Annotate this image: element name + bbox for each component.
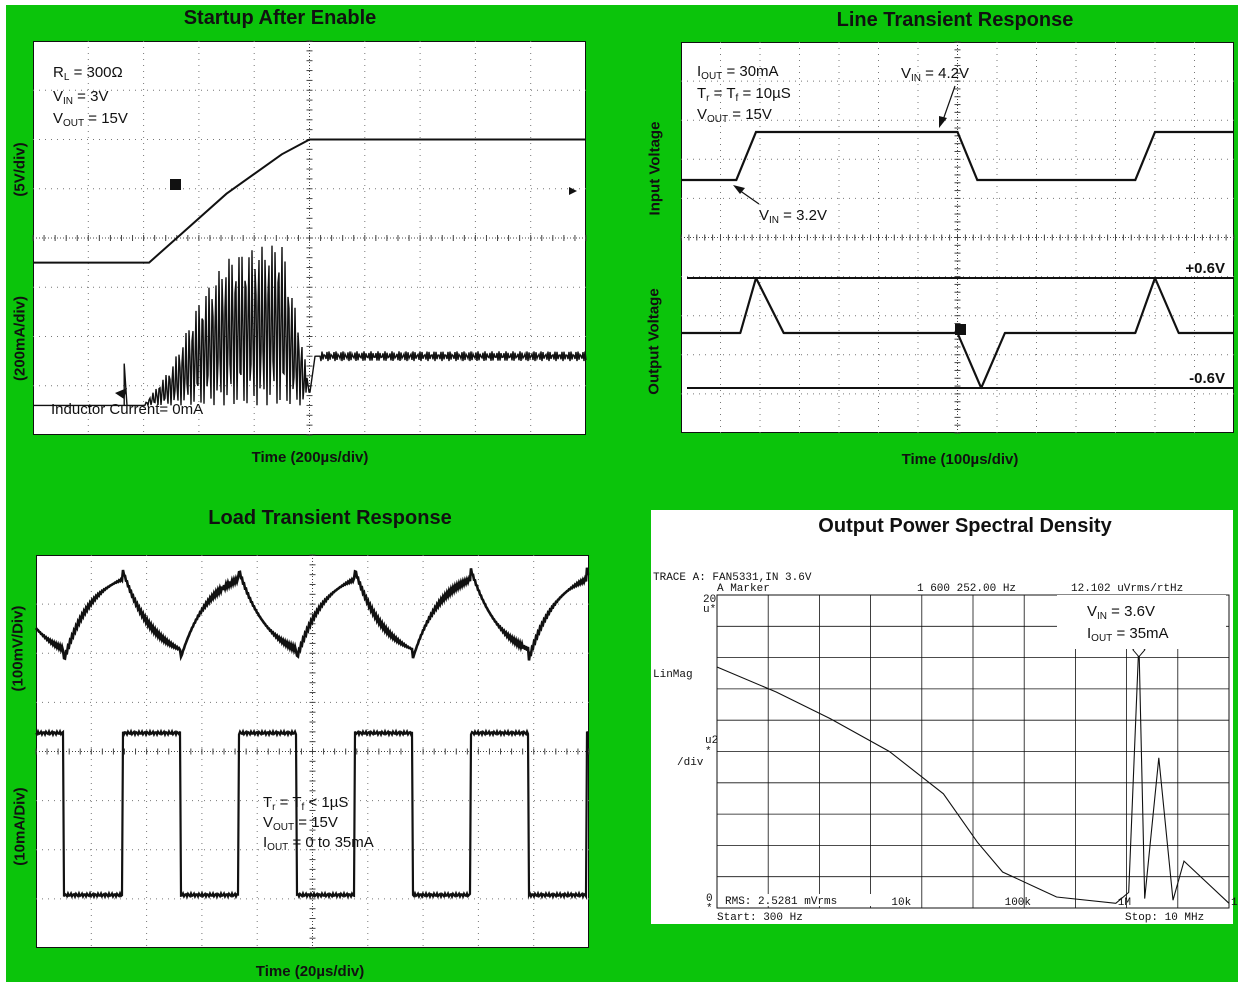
- line-transient-grid: [680, 41, 1235, 434]
- startup-xlabel: Time (200µs/div): [251, 449, 369, 466]
- psd-tick-label: 1M: [1118, 897, 1131, 909]
- startup-vout-trace: [33, 138, 586, 264]
- psd-marker-frequency: 1 600 252.00 Hz: [917, 583, 1016, 595]
- startup-vin-annotation: VIN = 3V: [53, 88, 108, 107]
- load-transient-scope: Tr = Tf < 1µS VOUT = 15V IOUT = 0 to 35m…: [34, 554, 590, 949]
- psd-plot: Output Power Spectral Density TRACE A: F…: [653, 515, 1238, 924]
- load-transient-plot: Tr = Tf < 1µS VOUT = 15V IOUT = 0 to 35m…: [34, 554, 590, 949]
- psd-legend-bg: [1057, 595, 1226, 649]
- psd-tick-label: 100k: [1005, 897, 1032, 909]
- line-transient-scope: IOUT = 30mA Tr = Tf = 10µS VOUT = 15V VI…: [680, 41, 1235, 434]
- load-vout-trace: [34, 567, 590, 662]
- psd-ytop-unit: u*: [703, 604, 716, 616]
- line-vin-high-annotation: VIN = 4.2V: [901, 65, 969, 84]
- psd-scale-value: u2: [705, 735, 718, 747]
- psd-tick-labels: 10k 100k 1M 10M: [891, 897, 1238, 909]
- psd-trace-label: TRACE A: FAN5331,IN 3.6V: [653, 572, 812, 584]
- load-transient-title: Load Transient Response: [208, 507, 452, 529]
- line-vout-annotation: VOUT = 15V: [697, 106, 772, 125]
- psd-linmag-label: LinMag: [653, 669, 693, 681]
- psd-rms-bg: [721, 894, 885, 906]
- minus-0.6V-label: -0.6V: [1189, 370, 1225, 387]
- startup-inductor-arrow: [115, 388, 127, 399]
- psd-panel: Output Power Spectral Density TRACE A: F…: [651, 510, 1238, 924]
- startup-current-spike: [123, 363, 128, 406]
- plus-0.6V-label: +0.6V: [1185, 260, 1225, 277]
- load-vout-annotation: VOUT = 15V: [263, 814, 338, 833]
- load-iout-annotation: IOUT = 0 to 35mA: [263, 834, 374, 853]
- line-vin-low-arrowhead: [733, 185, 745, 194]
- output-voltage-trace: [681, 276, 1234, 390]
- psd-zero-unit: *: [706, 903, 713, 915]
- line-transient-xlabel: Time (100µs/div): [901, 451, 1019, 468]
- line-ylabel-output: Output Voltage: [645, 288, 663, 395]
- minus-label-bg: [1175, 368, 1227, 386]
- psd-marker-label: A Marker: [717, 583, 770, 595]
- load-transient-traces: [34, 567, 590, 901]
- line-vin-high-arrowhead: [939, 116, 947, 128]
- startup-trigger-marker: [170, 179, 181, 190]
- startup-plot: RL = 300Ω VIN = 3V VOUT = 15V Inductor C…: [32, 40, 587, 436]
- line-vin-high-arrow: [942, 85, 956, 121]
- psd-tick-label: 10M: [1231, 897, 1238, 909]
- load-ylabel-bottom: (10mA/Div): [11, 787, 29, 866]
- psd-rms-label: RMS: 2.5281 mVrms: [725, 896, 837, 908]
- psd-grid: [716, 594, 1230, 909]
- line-transient-plot: IOUT = 30mA Tr = Tf = 10µS VOUT = 15V VI…: [680, 41, 1235, 434]
- load-trtf-annotation: Tr = Tf < 1µS: [263, 794, 348, 813]
- psd-start-label: Start: 300 Hz: [717, 912, 803, 924]
- load-transient-xlabel: Time (20µs/div): [255, 963, 365, 980]
- input-voltage-trace: [681, 130, 1234, 182]
- startup-ylabel-top: (5V/div): [11, 142, 29, 197]
- startup-rl-annotation: RL = 300Ω: [53, 64, 123, 83]
- startup-scope: RL = 300Ω VIN = 3V VOUT = 15V Inductor C…: [32, 40, 587, 436]
- load-current-trace: [35, 728, 589, 901]
- startup-ylabel-bottom: (200mA/div): [11, 295, 29, 382]
- psd-trace: [716, 641, 1230, 904]
- plus-label-bg: [1173, 258, 1227, 276]
- startup-level-arrow: [569, 187, 577, 195]
- psd-title: Output Power Spectral Density: [818, 515, 1112, 537]
- psd-vin-annotation: VIN = 3.6V: [1087, 603, 1155, 622]
- line-transient-title: Line Transient Response: [836, 9, 1074, 31]
- line-trigger-marker: [955, 324, 966, 335]
- psd-scale-div: /div: [677, 757, 704, 769]
- line-iout-annotation: IOUT = 30mA: [697, 63, 779, 82]
- psd-iout-annotation: IOUT = 35mA: [1087, 625, 1169, 644]
- psd-scale-unit: *: [705, 746, 712, 758]
- line-ylabel-input: Input Voltage: [646, 121, 664, 216]
- line-transient-traces: [681, 130, 1234, 390]
- startup-inductor-current-trace: [33, 245, 587, 409]
- line-trtf-annotation: Tr = Tf = 10µS: [697, 85, 791, 104]
- startup-inductor-annotation: Inductor Current= 0mA: [51, 401, 203, 418]
- startup-title: Startup After Enable: [183, 7, 377, 29]
- line-vin-low-annotation: VIN = 3.2V: [759, 207, 827, 226]
- load-ylabel-top: (100mV/Div): [9, 605, 27, 692]
- psd-tick-label: 10k: [891, 897, 911, 909]
- psd-ytop-value: 20: [703, 594, 716, 606]
- psd-stop-label: Stop: 10 MHz: [1125, 912, 1204, 924]
- load-transient-grid: [35, 554, 590, 949]
- psd-zero-value: 0: [706, 893, 713, 905]
- psd-marker-value: 12.102 uVrms/rtHz: [1071, 583, 1183, 595]
- startup-grid: [32, 40, 587, 436]
- startup-vout-annotation: VOUT = 15V: [53, 110, 128, 129]
- line-vin-low-arrow: [738, 189, 760, 205]
